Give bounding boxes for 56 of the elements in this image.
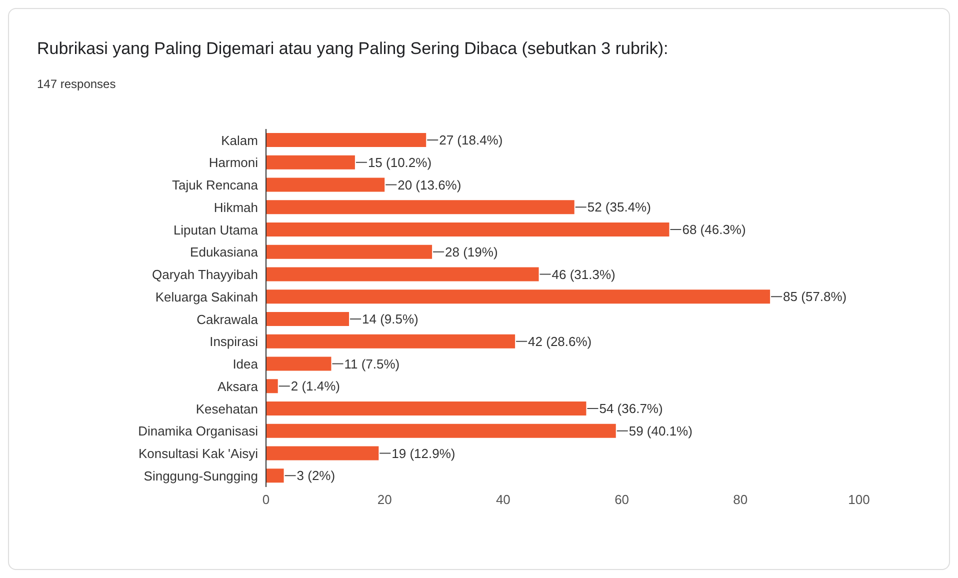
bar — [266, 424, 616, 438]
bar — [266, 200, 574, 214]
y-tick-label: Cakrawala — [196, 312, 259, 327]
bar — [266, 379, 278, 394]
data-label: 54 (36.7%) — [599, 401, 663, 416]
x-tick-label: 20 — [377, 492, 392, 508]
data-label: 15 (10.2%) — [368, 154, 432, 170]
bar — [266, 133, 426, 147]
bar — [266, 178, 385, 192]
data-label: 68 (46.3%) — [682, 222, 746, 238]
data-label: 52 (35.4%) — [587, 200, 651, 215]
y-tick-label: Aksara — [218, 378, 259, 394]
y-tick-label: Qaryah Thayyibah — [152, 267, 258, 282]
data-label: 46 (31.3%) — [552, 266, 616, 282]
x-tick-label: 0 — [262, 492, 270, 508]
y-tick-label: Kalam — [221, 132, 258, 148]
bar — [266, 312, 350, 326]
data-label: 19 (12.9%) — [392, 446, 456, 461]
data-label: 2 (1.4%) — [290, 378, 340, 394]
y-tick-label: Edukasiana — [190, 244, 259, 260]
bar — [266, 468, 284, 483]
bar — [266, 402, 586, 416]
bar — [266, 155, 355, 170]
bar — [266, 334, 516, 348]
data-label: 59 (40.1%) — [628, 423, 692, 438]
x-tick-label: 60 — [614, 492, 630, 508]
data-label: 42 (28.6%) — [528, 334, 592, 349]
chart-title: Rubrikasi yang Paling Digemari atau yang Paling Sering Dibaca (sebutkan 3 rubrik): — [37, 39, 668, 59]
y-tick-label: Kesehatan — [196, 401, 258, 416]
text: 147 responses — [37, 77, 116, 91]
bar — [266, 290, 770, 304]
data-label: 20 (13.6%) — [398, 177, 462, 192]
y-tick-label: Idea — [232, 356, 259, 372]
bar — [266, 446, 379, 460]
bar — [266, 222, 670, 236]
bar — [266, 356, 332, 371]
bar — [266, 267, 539, 282]
data-label: 3 (2%) — [296, 468, 336, 484]
y-tick-label: Harmoni — [208, 155, 258, 170]
y-tick-label: Keluarga Sakinah — [155, 289, 258, 304]
data-label: 28 (19%) — [445, 244, 498, 260]
y-tick-label: Konsultasi Kak 'Aisyi — [138, 446, 258, 462]
x-tick-label: 40 — [496, 492, 510, 508]
bar — [266, 244, 432, 259]
y-tick-label: Dinamika Organisasi — [138, 424, 258, 439]
y-tick-label: Inspirasi — [210, 334, 258, 350]
data-label: 27 (18.4%) — [439, 132, 503, 148]
y-tick-label: Tajuk Rencana — [172, 178, 259, 193]
y-tick-label: Singgung-Sungging — [144, 468, 258, 484]
x-tick-label: 100 — [848, 492, 870, 508]
data-label: 85 (57.8%) — [783, 289, 847, 304]
data-label: 14 (9.5%) — [362, 312, 418, 327]
x-tick-label: 80 — [733, 492, 748, 508]
y-tick-label: Liputan Utama — [173, 222, 259, 238]
data-label: 11 (7.5%) — [344, 356, 400, 372]
y-tick-label: Hikmah — [214, 200, 258, 215]
